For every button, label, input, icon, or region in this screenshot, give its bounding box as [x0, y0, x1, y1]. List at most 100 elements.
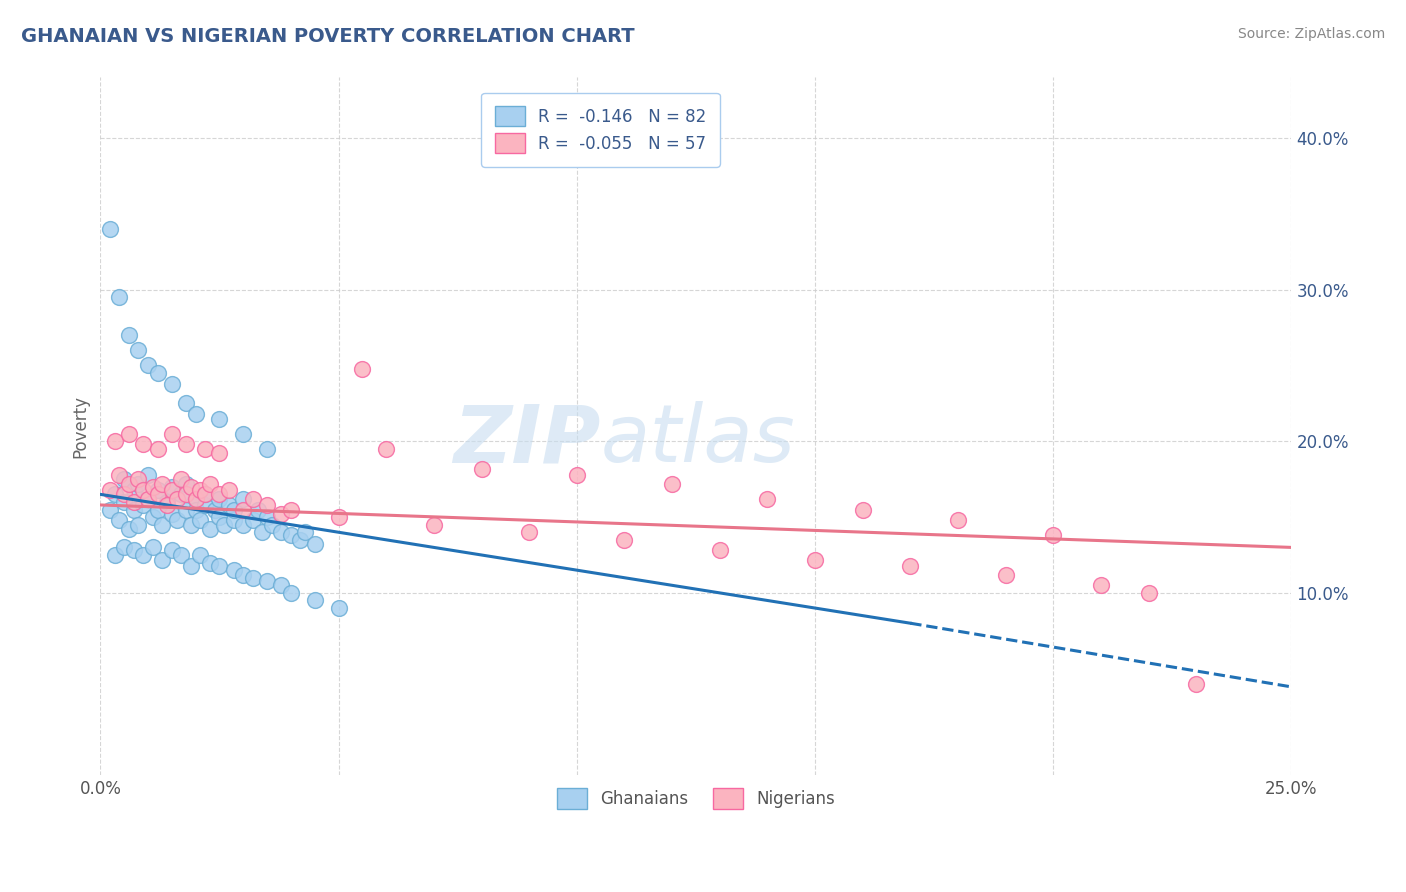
Point	[146, 366, 169, 380]
Point	[256, 510, 278, 524]
Point	[146, 502, 169, 516]
Point	[166, 491, 188, 506]
Point	[180, 480, 202, 494]
Point	[1137, 586, 1160, 600]
Point	[174, 396, 197, 410]
Point	[136, 491, 159, 506]
Point	[160, 483, 183, 497]
Point	[184, 491, 207, 506]
Point	[222, 513, 245, 527]
Point	[423, 517, 446, 532]
Point	[232, 502, 254, 516]
Point	[190, 548, 212, 562]
Point	[104, 548, 127, 562]
Point	[136, 467, 159, 482]
Point	[127, 343, 149, 358]
Point	[204, 502, 226, 516]
Point	[184, 407, 207, 421]
Point	[146, 442, 169, 456]
Point	[122, 483, 145, 497]
Point	[118, 426, 141, 441]
Point	[222, 563, 245, 577]
Point	[208, 491, 231, 506]
Point	[150, 552, 173, 566]
Point	[270, 507, 292, 521]
Point	[180, 517, 202, 532]
Point	[190, 483, 212, 497]
Point	[156, 498, 179, 512]
Point	[184, 491, 207, 506]
Point	[256, 498, 278, 512]
Point	[132, 548, 155, 562]
Point	[180, 558, 202, 573]
Point	[194, 442, 217, 456]
Point	[118, 522, 141, 536]
Point	[375, 442, 398, 456]
Point	[208, 510, 231, 524]
Point	[142, 541, 165, 555]
Point	[852, 502, 875, 516]
Point	[98, 502, 121, 516]
Point	[613, 533, 636, 547]
Point	[194, 487, 217, 501]
Point	[756, 491, 779, 506]
Point	[174, 487, 197, 501]
Point	[194, 487, 217, 501]
Point	[142, 480, 165, 494]
Point	[256, 442, 278, 456]
Point	[112, 472, 135, 486]
Point	[222, 502, 245, 516]
Point	[280, 586, 302, 600]
Point	[470, 461, 492, 475]
Point	[198, 476, 221, 491]
Text: Source: ZipAtlas.com: Source: ZipAtlas.com	[1237, 27, 1385, 41]
Point	[160, 426, 183, 441]
Point	[112, 487, 135, 501]
Point	[242, 491, 264, 506]
Point	[132, 437, 155, 451]
Point	[1090, 578, 1112, 592]
Point	[136, 359, 159, 373]
Point	[1042, 528, 1064, 542]
Point	[112, 541, 135, 555]
Point	[127, 472, 149, 486]
Point	[160, 480, 183, 494]
Point	[174, 502, 197, 516]
Point	[170, 487, 193, 501]
Point	[280, 502, 302, 516]
Point	[280, 528, 302, 542]
Point	[260, 517, 283, 532]
Point	[190, 513, 212, 527]
Point	[709, 543, 731, 558]
Point	[352, 361, 374, 376]
Point	[184, 502, 207, 516]
Text: atlas: atlas	[600, 401, 796, 479]
Point	[136, 491, 159, 506]
Point	[328, 601, 350, 615]
Point	[232, 567, 254, 582]
Point	[150, 517, 173, 532]
Point	[108, 513, 131, 527]
Point	[122, 495, 145, 509]
Point	[661, 476, 683, 491]
Y-axis label: Poverty: Poverty	[72, 394, 89, 458]
Point	[146, 483, 169, 497]
Point	[174, 476, 197, 491]
Point	[118, 476, 141, 491]
Point	[166, 513, 188, 527]
Point	[1185, 677, 1208, 691]
Point	[218, 498, 240, 512]
Point	[104, 487, 127, 501]
Point	[208, 411, 231, 425]
Point	[127, 517, 149, 532]
Point	[198, 522, 221, 536]
Point	[156, 495, 179, 509]
Point	[252, 525, 274, 540]
Point	[127, 476, 149, 491]
Point	[304, 537, 326, 551]
Point	[328, 510, 350, 524]
Point	[146, 487, 169, 501]
Point	[118, 328, 141, 343]
Point	[270, 525, 292, 540]
Point	[232, 491, 254, 506]
